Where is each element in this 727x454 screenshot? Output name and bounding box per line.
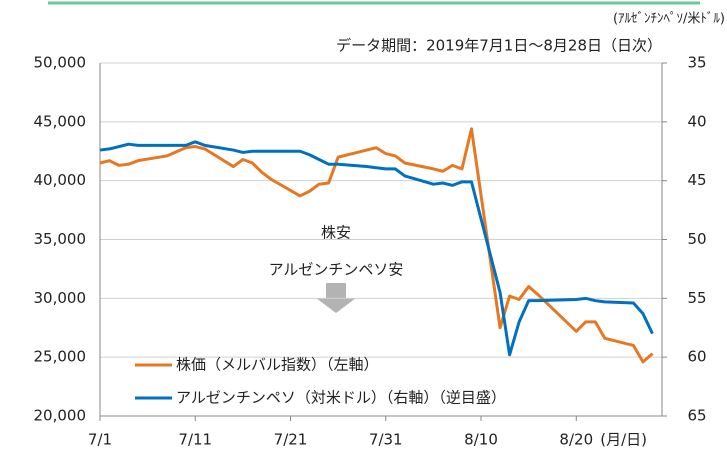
x-tick-label: 8/20 xyxy=(559,431,593,449)
y-tick-label: 50,000 xyxy=(34,54,87,72)
y2-tick-label: 60 xyxy=(687,348,706,366)
y2-tick-label: 55 xyxy=(687,289,706,307)
x-tick-label: 7/31 xyxy=(369,431,403,449)
y-tick-label: 40,000 xyxy=(34,171,87,189)
legend-label: アルゼンチンペソ（対米ドル）（右軸）（逆目盛） xyxy=(176,389,506,407)
y2-axis-label: (ｱﾙｾﾞﾝﾁﾝﾍﾟｿ/米ﾄﾞﾙ) xyxy=(613,12,725,27)
y-tick-label: 30,000 xyxy=(34,289,87,307)
annotation: 株安 xyxy=(321,224,351,242)
y-tick-label: 45,000 xyxy=(34,112,87,130)
y2-tick-label: 35 xyxy=(687,54,706,72)
y2-tick-label: 50 xyxy=(687,230,706,248)
x-tick-label: 7/21 xyxy=(274,431,308,449)
subtitle: データ期間：2019年7月1日～8月28日（日次） xyxy=(336,37,662,55)
series-line xyxy=(99,140,654,357)
y-tick-label: 20,000 xyxy=(34,407,87,425)
x-tick-label: 7/1 xyxy=(88,431,112,449)
x-tick-label: 7/11 xyxy=(178,431,212,449)
annotation: アルゼンチンペソ安 xyxy=(269,261,404,279)
y-tick-label: 35,000 xyxy=(34,230,87,248)
legend-label: 株価（メルバル指数）（左軸） xyxy=(176,356,379,374)
y2-tick-label: 40 xyxy=(687,112,706,130)
x-axis-label: (月/日) xyxy=(600,431,647,449)
y2-tick-label: 65 xyxy=(687,407,706,425)
y-tick-label: 25,000 xyxy=(34,348,87,366)
y2-tick-label: 45 xyxy=(687,171,706,189)
series-line xyxy=(99,127,654,364)
x-tick-label: 8/10 xyxy=(464,431,498,449)
